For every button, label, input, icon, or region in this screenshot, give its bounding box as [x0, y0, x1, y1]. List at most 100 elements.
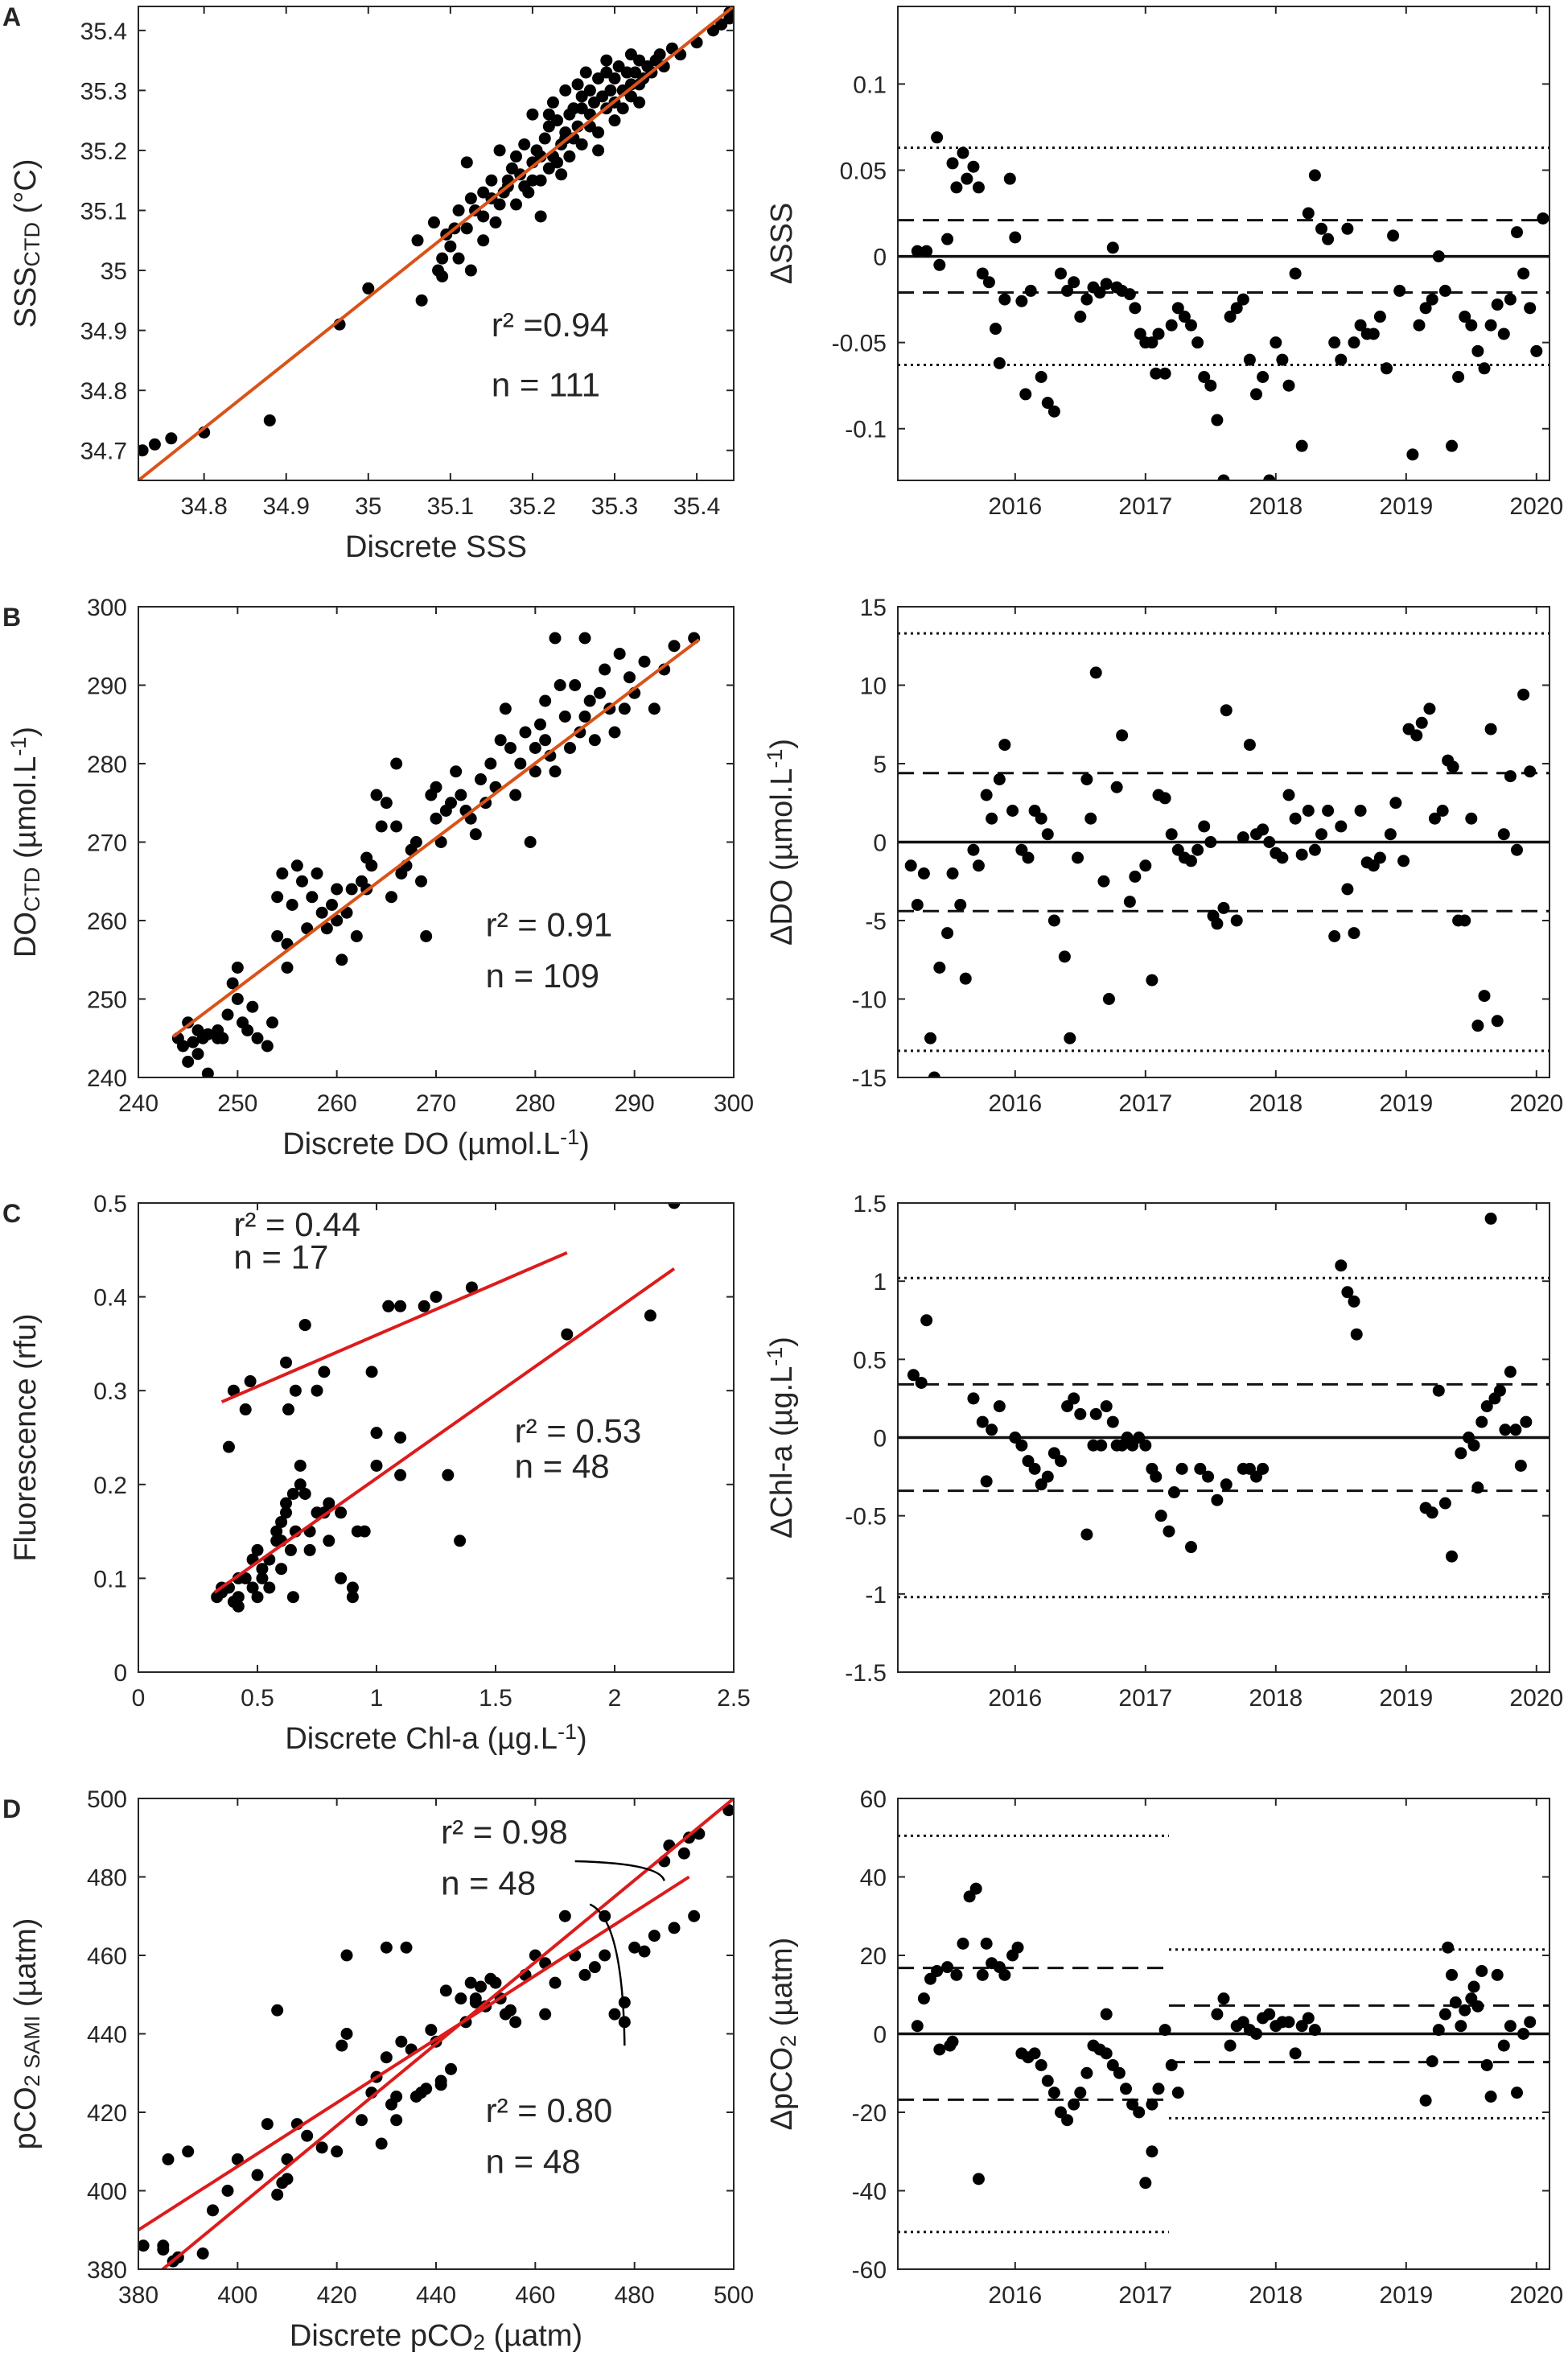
- y-tick-label: 440: [87, 2022, 127, 2049]
- x-tick-label: 34.9: [263, 493, 310, 520]
- data-point: [1432, 250, 1445, 263]
- data-point: [1276, 353, 1289, 366]
- panel-letter: D: [2, 1794, 21, 1823]
- data-point: [1484, 723, 1497, 735]
- x-tick-label: 2016: [988, 493, 1042, 520]
- data-point: [464, 1976, 477, 1989]
- panel-a-right: 2016 2017 2018 2019 2020 -0.1 -0.05 0 0.05 0.1 ΔSS…: [765, 6, 1563, 520]
- data-point: [270, 1525, 283, 1538]
- data-point: [1471, 1481, 1484, 1494]
- data-point: [335, 2039, 348, 2052]
- y-tick-label: 460: [87, 1943, 127, 1970]
- data-point: [1106, 241, 1119, 254]
- y-tick-label: 0.5: [93, 1191, 127, 1217]
- data-point: [1315, 828, 1327, 841]
- y-tick-label: 60: [860, 1786, 887, 1813]
- data-point: [1341, 1286, 1354, 1299]
- data-point: [1471, 1020, 1484, 1032]
- data-point: [331, 2145, 344, 2158]
- data-point: [298, 1319, 311, 1332]
- data-point: [510, 198, 523, 211]
- data-point: [980, 1475, 993, 1488]
- data-point: [1263, 474, 1276, 480]
- data-point: [976, 1968, 989, 1981]
- regression-line: [171, 638, 701, 1038]
- data-point: [1024, 284, 1037, 297]
- x-tick-label: 250: [217, 1090, 257, 1117]
- data-point: [950, 181, 963, 194]
- annotation-text: n = 111: [492, 366, 600, 404]
- data-point: [1389, 797, 1402, 810]
- data-point: [1061, 2114, 1074, 2127]
- data-point: [276, 867, 289, 880]
- data-point: [524, 836, 537, 848]
- data-point: [1511, 843, 1523, 856]
- annotation-text: r² = 0.80: [486, 2091, 613, 2129]
- x-tick-label: 480: [615, 2282, 655, 2309]
- data-point: [375, 2137, 388, 2150]
- data-point: [1302, 2012, 1315, 2025]
- y-tick-label: 10: [860, 674, 887, 700]
- x-tick-label: 280: [515, 1090, 555, 1117]
- data-point: [340, 1949, 353, 1962]
- data-point: [561, 1328, 574, 1341]
- panel-c-left: 0 0.5 1 1.5 2 2.500.10.20.30.40.5r² = 0.44n =…: [2, 1191, 751, 1756]
- data-point: [1335, 1259, 1348, 1272]
- data-point: [1446, 1968, 1458, 1981]
- data-point: [618, 1996, 631, 2008]
- data-point: [539, 2008, 552, 2021]
- data-point: [1282, 789, 1295, 801]
- data-point: [972, 2173, 985, 2186]
- y-tick-label: 0.2: [93, 1473, 127, 1499]
- data-point: [311, 1506, 323, 1519]
- data-point: [370, 789, 383, 801]
- panel-c-right: 2016 2017 2018 2019 2020 -1.5 -1 -0.5 0 0.5 1 1.5 ΔC…: [763, 1191, 1563, 1712]
- plot-area: [898, 632, 1549, 1077]
- data-point: [1084, 812, 1097, 825]
- x-tick-label: 2019: [1379, 1685, 1433, 1712]
- data-point: [1350, 1328, 1363, 1341]
- data-point: [1163, 1525, 1175, 1538]
- data-point: [1504, 770, 1517, 783]
- data-point: [1116, 729, 1129, 742]
- data-point: [1452, 370, 1465, 383]
- y-tick-label: -0.1: [845, 417, 887, 443]
- data-point: [1387, 229, 1400, 242]
- data-point: [1497, 2039, 1510, 2052]
- data-point: [509, 2016, 522, 2029]
- data-point: [529, 765, 541, 778]
- data-point: [290, 859, 303, 872]
- axes-frame: [897, 6, 1550, 481]
- data-point: [1171, 2087, 1184, 2099]
- data-point: [331, 883, 344, 896]
- data-point: [1159, 792, 1171, 805]
- x-tick-label: 2018: [1249, 2282, 1303, 2309]
- data-point: [623, 671, 636, 684]
- data-point: [284, 1543, 297, 1556]
- data-point: [1068, 2098, 1080, 2111]
- data-point: [1289, 267, 1302, 280]
- data-point: [1129, 302, 1142, 315]
- data-point: [933, 962, 946, 974]
- y-tick-label: 420: [87, 2100, 127, 2127]
- callout-curve: [574, 1860, 665, 1881]
- data-point: [1015, 1439, 1028, 1452]
- data-point: [460, 156, 473, 169]
- x-tick-label: 35.3: [591, 493, 638, 520]
- y-tick-label: 280: [87, 752, 127, 778]
- data-point: [1322, 233, 1335, 245]
- y-tick-label: 0: [873, 1426, 887, 1452]
- data-point: [211, 1591, 224, 1604]
- panel-letter: A: [2, 2, 21, 31]
- data-point: [1493, 1384, 1506, 1397]
- data-point: [365, 1366, 378, 1378]
- data-point: [1438, 1497, 1451, 1510]
- data-point: [549, 632, 562, 645]
- y-tick-label: 15: [860, 595, 887, 621]
- data-point: [1335, 820, 1348, 833]
- data-point: [1480, 1400, 1493, 1413]
- y-tick-label: -0.05: [832, 331, 887, 357]
- data-point: [1068, 276, 1080, 289]
- data-point: [967, 1392, 980, 1405]
